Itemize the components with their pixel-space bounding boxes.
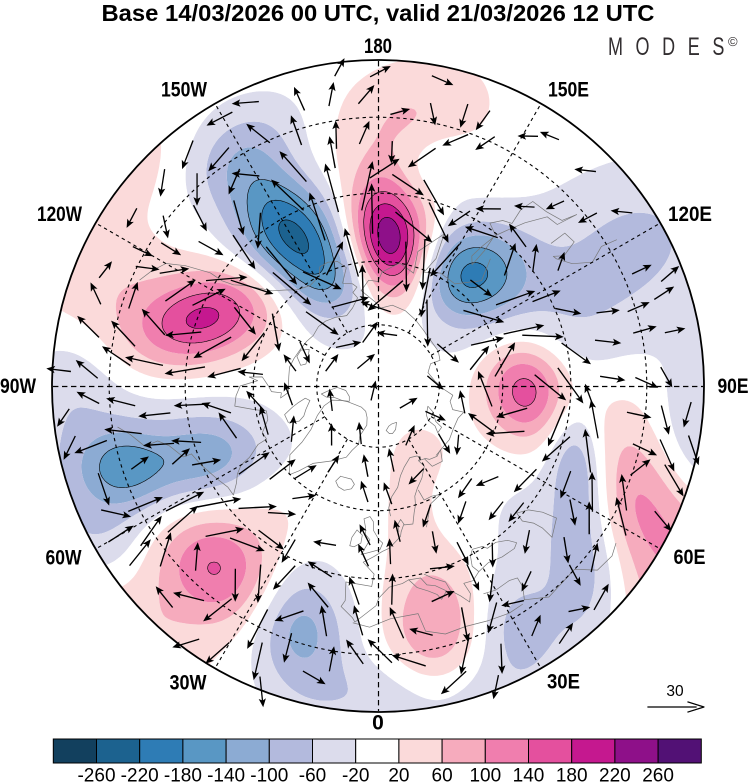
svg-text:30: 30	[666, 683, 684, 700]
svg-text:180: 180	[364, 35, 392, 58]
svg-text:-180: -180	[164, 766, 202, 783]
svg-text:-260: -260	[77, 766, 115, 783]
svg-text:60E: 60E	[674, 546, 706, 569]
svg-text:-140: -140	[207, 766, 245, 783]
svg-text:180: 180	[556, 766, 588, 783]
svg-text:220: 220	[599, 766, 631, 783]
svg-text:150E: 150E	[548, 79, 589, 102]
svg-text:-20: -20	[342, 766, 369, 783]
svg-text:-60: -60	[299, 766, 326, 783]
svg-text:60W: 60W	[46, 547, 82, 570]
svg-text:30W: 30W	[170, 672, 207, 695]
svg-text:20: 20	[388, 766, 409, 783]
svg-text:260: 260	[642, 766, 674, 783]
svg-text:©: ©	[728, 34, 738, 49]
svg-text:Base 14/03/2026 00 UTC, valid: Base 14/03/2026 00 UTC, valid 21/03/2026…	[102, 0, 655, 26]
svg-text:-220: -220	[121, 766, 159, 783]
svg-text:150W: 150W	[161, 79, 207, 102]
svg-text:-100: -100	[250, 766, 288, 783]
svg-text:60: 60	[432, 766, 453, 783]
svg-text:120W: 120W	[37, 203, 82, 226]
svg-text:MODES: MODES	[608, 32, 737, 61]
svg-text:120E: 120E	[668, 203, 712, 226]
svg-text:90W: 90W	[0, 375, 36, 398]
svg-text:30E: 30E	[547, 671, 580, 694]
svg-text:140: 140	[513, 766, 545, 783]
svg-text:100: 100	[469, 766, 501, 783]
svg-text:90E: 90E	[718, 375, 749, 398]
svg-text:0: 0	[372, 712, 384, 735]
